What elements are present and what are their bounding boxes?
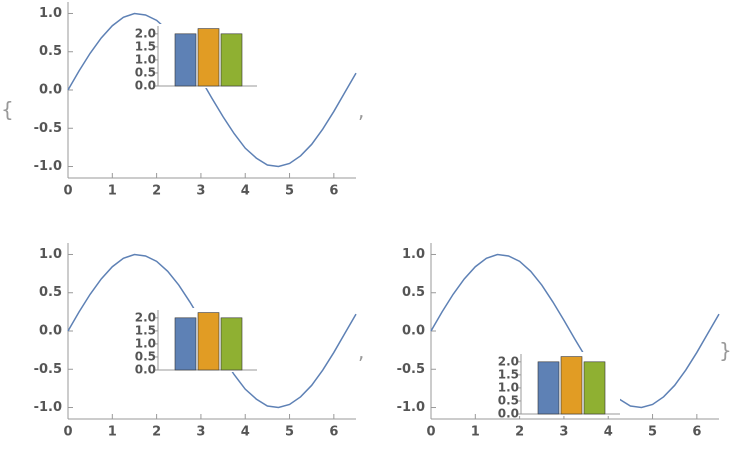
list-separator: , bbox=[358, 340, 364, 364]
inset-y-tick-label: 2.0 bbox=[135, 26, 156, 40]
y-tick-label: 0.0 bbox=[39, 83, 62, 98]
inset-y-tick-label: 0.0 bbox=[135, 79, 156, 93]
sine-curve bbox=[67, 12, 357, 168]
y-tick-label: 0.0 bbox=[402, 324, 425, 339]
list-close: } bbox=[719, 339, 730, 363]
inset-y-tick-label: 2.0 bbox=[135, 310, 156, 324]
x-tick-label: 1 bbox=[471, 425, 480, 440]
y-tick-label: -0.5 bbox=[34, 362, 62, 377]
x-tick-label: 6 bbox=[329, 184, 338, 199]
y-tick-label: -0.5 bbox=[34, 121, 62, 136]
inset-y-tick-label: 0.0 bbox=[135, 363, 156, 377]
x-tick-label: 1 bbox=[108, 184, 117, 199]
bar bbox=[220, 317, 243, 371]
inset-y-tick-label: 0.5 bbox=[135, 65, 156, 79]
x-tick-label: 3 bbox=[559, 425, 568, 440]
y-tick-label: -1.0 bbox=[397, 400, 425, 415]
y-tick-label: -0.5 bbox=[397, 362, 425, 377]
bar bbox=[197, 28, 220, 87]
bar bbox=[174, 33, 197, 87]
x-tick-label: 0 bbox=[63, 184, 72, 199]
y-tick-label: -1.0 bbox=[34, 400, 62, 415]
list-open: { bbox=[1, 98, 14, 122]
y-tick-label: 0.5 bbox=[402, 285, 425, 300]
x-tick-label: 2 bbox=[515, 425, 524, 440]
x-tick-label: 3 bbox=[196, 184, 205, 199]
inset-y-tick-label: 1.0 bbox=[135, 336, 156, 350]
inset-y-tick-label: 1.5 bbox=[135, 39, 156, 53]
x-tick-label: 0 bbox=[426, 425, 435, 440]
bar bbox=[174, 317, 197, 371]
x-tick-label: 2 bbox=[152, 425, 161, 440]
x-tick-label: 5 bbox=[285, 425, 294, 440]
bar bbox=[197, 312, 220, 371]
y-tick-label: 1.0 bbox=[402, 247, 425, 262]
y-tick-label: 0.5 bbox=[39, 44, 62, 59]
x-tick-label: 4 bbox=[604, 425, 613, 440]
y-tick-label: -1.0 bbox=[34, 159, 62, 174]
inset-y-tick-label: 1.5 bbox=[498, 367, 519, 381]
inset-y-tick-label: 1.0 bbox=[135, 52, 156, 66]
x-tick-label: 6 bbox=[329, 425, 338, 440]
x-tick-label: 2 bbox=[152, 184, 161, 199]
list-separator: , bbox=[358, 99, 364, 123]
inset-y-tick-label: 1.0 bbox=[498, 380, 519, 394]
inset-y-tick-label: 1.5 bbox=[135, 323, 156, 337]
inset-y-tick-label: 2.0 bbox=[498, 354, 519, 368]
x-tick-label: 0 bbox=[63, 425, 72, 440]
bar bbox=[560, 356, 583, 415]
bar bbox=[220, 33, 243, 87]
x-tick-label: 6 bbox=[692, 425, 701, 440]
inset-y-tick-label: 0.5 bbox=[498, 393, 519, 407]
inset-y-tick-label: 0.0 bbox=[498, 407, 519, 421]
x-tick-label: 1 bbox=[108, 425, 117, 440]
sine-curve bbox=[430, 253, 720, 409]
x-tick-label: 3 bbox=[196, 425, 205, 440]
bar bbox=[537, 361, 560, 415]
x-tick-label: 4 bbox=[241, 184, 250, 199]
inset-y-tick-label: 0.5 bbox=[135, 349, 156, 363]
y-tick-label: 0.5 bbox=[39, 285, 62, 300]
y-tick-label: 1.0 bbox=[39, 6, 62, 21]
y-tick-label: 0.0 bbox=[39, 324, 62, 339]
x-tick-label: 5 bbox=[285, 184, 294, 199]
x-tick-label: 5 bbox=[648, 425, 657, 440]
x-tick-label: 4 bbox=[241, 425, 250, 440]
bar bbox=[583, 361, 606, 415]
y-tick-label: 1.0 bbox=[39, 247, 62, 262]
